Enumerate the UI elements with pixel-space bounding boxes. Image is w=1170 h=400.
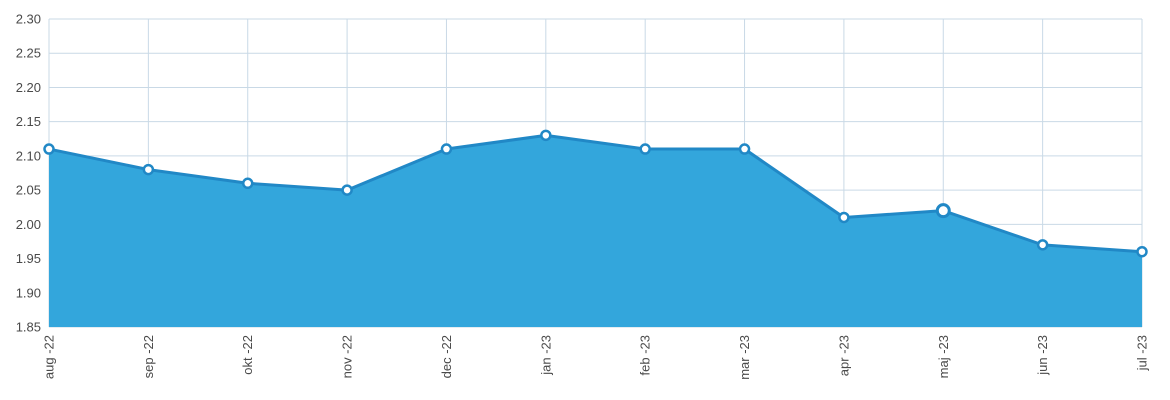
x-tick-label: dec -22 — [439, 335, 454, 378]
data-point[interactable] — [838, 211, 850, 224]
y-tick-label: 2.05 — [16, 183, 41, 198]
data-point[interactable] — [341, 184, 353, 196]
y-tick-label: 2.15 — [16, 114, 41, 129]
data-point[interactable] — [142, 163, 155, 176]
y-tick-label: 2.25 — [16, 46, 41, 61]
x-tick-label: apr -23 — [836, 335, 851, 376]
x-tick-label: jan -23 — [538, 335, 553, 376]
x-tick-label: maj -23 — [936, 335, 951, 378]
x-tick-label: aug -22 — [42, 335, 57, 379]
x-tick-label: jun -23 — [1035, 335, 1050, 376]
y-tick-label: 2.00 — [16, 217, 41, 232]
x-tick-label: nov -22 — [340, 335, 355, 378]
x-axis: aug -22 sep -22 okt -22 nov -22 dec -22 jan -… — [42, 335, 1150, 380]
data-point[interactable] — [935, 203, 951, 219]
x-tick-label: mar -23 — [737, 335, 752, 380]
data-point[interactable] — [639, 143, 651, 155]
y-tick-label: 2.20 — [16, 80, 41, 95]
series-area — [49, 135, 1142, 327]
data-point[interactable] — [241, 177, 254, 190]
marker-layer — [43, 129, 1148, 258]
data-point[interactable] — [1136, 245, 1148, 258]
y-tick-label: 2.10 — [16, 148, 41, 163]
y-tick-label: 2.30 — [16, 12, 41, 27]
data-point[interactable] — [43, 143, 55, 155]
x-tick-label: sep -22 — [141, 335, 156, 378]
x-tick-label: jul -23 — [1135, 335, 1150, 371]
x-tick-label: feb -23 — [638, 335, 653, 375]
y-axis: 1.85 1.90 1.95 2.00 2.05 2.10 2.15 2.20 2.25 2.30 — [16, 12, 41, 335]
data-point[interactable] — [440, 143, 453, 155]
y-tick-label: 1.85 — [16, 320, 41, 335]
data-point[interactable] — [738, 143, 751, 155]
x-tick-label: okt -22 — [240, 335, 255, 375]
y-tick-label: 1.95 — [16, 251, 41, 266]
series-line — [48, 133, 1143, 254]
area-layer — [48, 133, 1143, 327]
data-point[interactable] — [540, 129, 552, 142]
y-tick-label: 1.90 — [16, 285, 41, 300]
data-point[interactable] — [1036, 239, 1049, 251]
